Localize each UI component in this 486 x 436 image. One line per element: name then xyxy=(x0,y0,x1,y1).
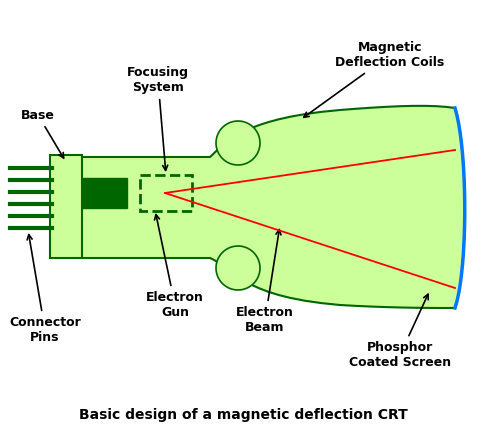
Text: Phosphor
Coated Screen: Phosphor Coated Screen xyxy=(349,294,451,369)
Text: Basic design of a magnetic deflection CRT: Basic design of a magnetic deflection CR… xyxy=(79,408,407,422)
Text: Magnetic
Deflection Coils: Magnetic Deflection Coils xyxy=(304,41,445,117)
Polygon shape xyxy=(80,106,465,308)
Polygon shape xyxy=(216,121,260,165)
FancyBboxPatch shape xyxy=(50,155,82,258)
Text: Base: Base xyxy=(21,109,64,158)
Polygon shape xyxy=(216,246,260,290)
Text: Electron
Gun: Electron Gun xyxy=(146,215,204,319)
Text: Connector
Pins: Connector Pins xyxy=(9,235,81,344)
FancyBboxPatch shape xyxy=(82,178,127,208)
Text: Electron
Beam: Electron Beam xyxy=(236,230,294,334)
Text: Focusing
System: Focusing System xyxy=(127,66,189,170)
